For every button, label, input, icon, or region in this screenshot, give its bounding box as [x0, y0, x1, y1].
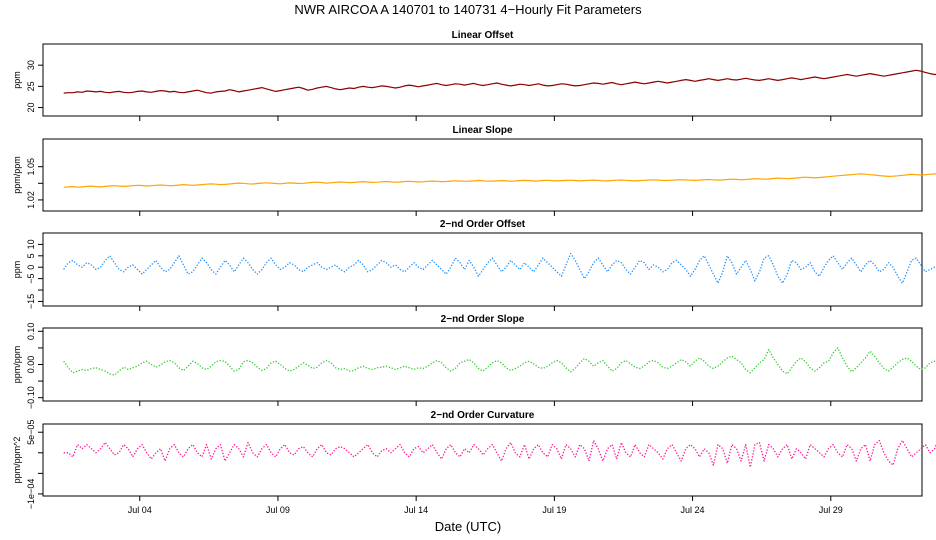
- data-series-line: [63, 252, 936, 284]
- x-tick-label: Jul 24: [681, 505, 705, 515]
- y-axis-label: ppm/ppm: [12, 156, 22, 194]
- panel-title: 2−nd Order Offset: [440, 219, 526, 230]
- panel-1: Linear Offset 20 25 30 ppm: [12, 30, 936, 121]
- plot-frame: [42, 423, 923, 497]
- panel-4: 2−nd Order Slope −0.10 0.00 0.10 ppm/ppm: [12, 314, 936, 409]
- y-tick-label: 0.10: [26, 323, 36, 341]
- y-tick-label: 10: [26, 239, 36, 249]
- plot-frame: [42, 138, 923, 212]
- panel-title: Linear Slope: [452, 125, 512, 136]
- y-tick-label: 0.00: [26, 356, 36, 374]
- x-tick-label: Jul 14: [404, 505, 428, 515]
- x-axis-label: Date (UTC): [435, 519, 501, 534]
- y-tick-label: −1e−04: [26, 479, 36, 510]
- x-tick-label: Jul 04: [128, 505, 152, 515]
- y-tick-label: −5: [26, 273, 36, 283]
- data-series-line: [63, 347, 936, 376]
- plot-frame: [42, 327, 923, 402]
- y-tick-label: 1.02: [26, 191, 36, 209]
- y-tick-label: 20: [26, 103, 36, 113]
- y-axis-label: ppm/ppm^2: [12, 437, 22, 484]
- x-tick-label: Jul 19: [542, 505, 566, 515]
- y-tick-label: 1.05: [26, 158, 36, 176]
- figure-title: NWR AIRCOA A 140701 to 140731 4−Hourly F…: [294, 2, 642, 17]
- y-tick-label: 5: [26, 253, 36, 258]
- y-axis-label: ppm: [12, 71, 22, 89]
- data-series-line: [63, 173, 936, 188]
- panel-5: 2−nd Order Curvature −1e−04 5e−05 ppm/ppm^2…: [12, 410, 936, 515]
- panel-title: 2−nd Order Curvature: [431, 410, 535, 421]
- y-tick-label: −15: [26, 294, 36, 309]
- x-tick-label: Jul 09: [266, 505, 290, 515]
- plot-frame: [42, 43, 923, 117]
- y-axis-label: ppm: [12, 261, 22, 279]
- y-tick-label: 30: [26, 60, 36, 70]
- panel-2: Linear Slope 1.02 1.05 ppm/ppm: [12, 125, 936, 216]
- panels: Linear Offset 20 25 30 ppm Linear Slope 1.02 1.…: [12, 30, 936, 515]
- y-tick-label: 5e−05: [26, 420, 36, 445]
- panel-title: Linear Offset: [452, 30, 514, 41]
- panel-3: 2−nd Order Offset −15 −5 0 5 10 ppm: [12, 219, 936, 311]
- plot-frame: [42, 232, 923, 307]
- x-tick-label: Jul 29: [819, 505, 843, 515]
- y-tick-label: 25: [26, 81, 36, 91]
- panel-title: 2−nd Order Slope: [441, 314, 525, 325]
- data-series-line: [63, 69, 936, 94]
- y-tick-label: −0.10: [26, 386, 36, 409]
- data-series-line: [63, 439, 936, 468]
- y-tick-label: 0: [26, 265, 36, 270]
- y-axis-label: ppm/ppm: [12, 346, 22, 384]
